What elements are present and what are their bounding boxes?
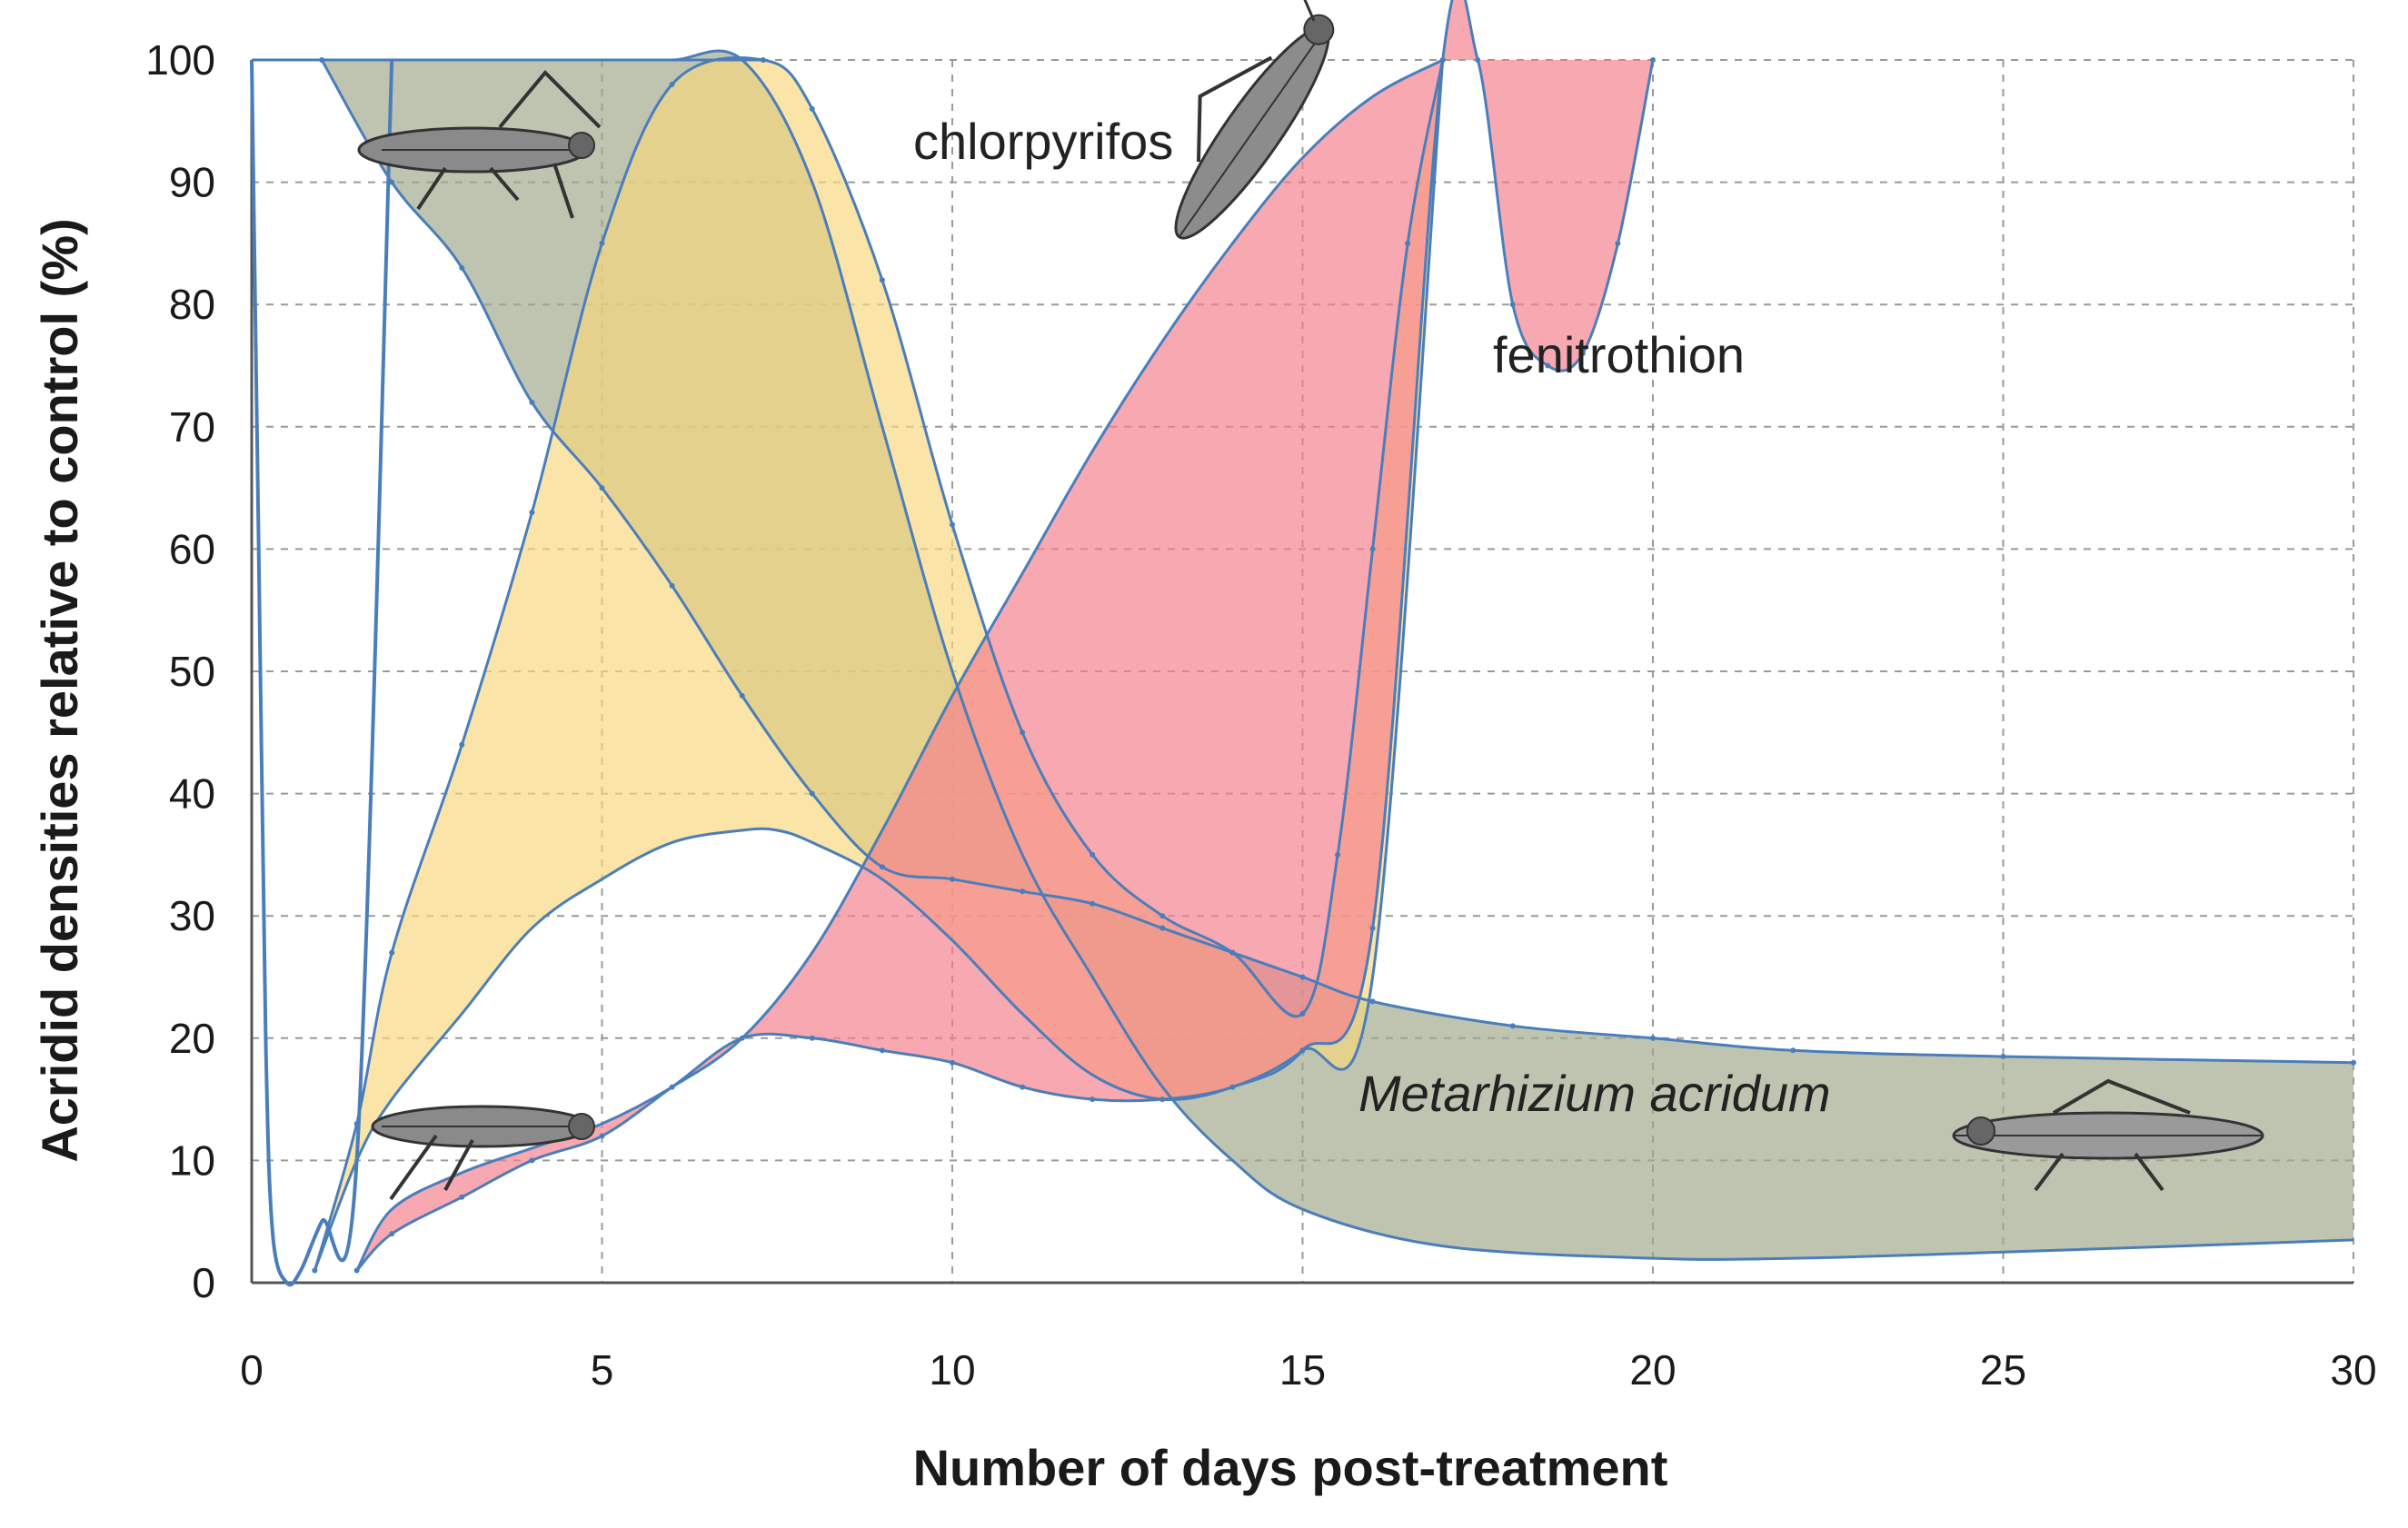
data-point [879,864,885,870]
y-tick-label: 90 [169,159,215,206]
data-point [1790,1047,1796,1054]
data-point [1335,851,1341,858]
data-point [1509,1023,1516,1029]
data-point [1369,925,1376,931]
series-upper-line-fenitrothion [355,0,1655,1272]
data-point [1159,925,1166,931]
data-point [1405,240,1411,246]
data-point [2000,1053,2006,1059]
data-point [950,1059,955,1066]
y-tick-label: 80 [169,281,215,328]
data-point [599,1133,605,1139]
data-point [950,876,955,882]
data-point [1369,546,1376,552]
data-point [1475,57,1481,63]
grasshopper-illustrations [357,0,2264,1201]
x-tick-label: 25 [1980,1346,2026,1394]
data-point [1090,1096,1096,1103]
series-label-fenitrothion: fenitrothion [1493,326,1745,383]
series-label-metarhizium: Metarhizium acridum [1358,1065,1831,1122]
data-point [1090,900,1096,907]
grasshopper-icon [1952,1078,2264,1192]
data-point [1229,949,1236,956]
data-point [669,582,675,589]
data-point [1090,851,1096,858]
y-tick-label: 0 [192,1259,215,1306]
data-point [809,790,815,797]
data-point [1020,729,1026,736]
data-point [1299,1010,1306,1017]
data-point [389,1231,395,1237]
grasshopper-icon [1174,0,1335,240]
x-tick-label: 30 [2330,1346,2376,1394]
data-point [1615,240,1621,246]
data-point [1229,1084,1236,1090]
series-upper-line-metarhizium [320,59,2354,1065]
data-point [459,741,465,748]
x-axis-title: Number of days post-treatment [913,1439,1668,1496]
x-tick-labels: 0 5 10 15 20 25 30 [240,1346,2376,1394]
data-point [1159,913,1166,919]
y-tick-label: 10 [169,1136,215,1184]
data-point [1020,888,1026,895]
data-point [739,1035,745,1041]
data-point [599,485,605,491]
data-point [529,510,535,516]
data-point [389,949,395,956]
data-point [529,399,535,405]
data-point [459,264,465,271]
data-point [1299,1047,1306,1054]
x-tick-label: 0 [240,1346,264,1394]
y-tick-label: 20 [169,1015,215,1062]
grasshopper-icon [371,1105,595,1201]
x-tick-label: 10 [929,1346,975,1394]
data-point [950,521,955,528]
data-point [1159,1096,1166,1103]
y-tick-label: 40 [169,770,215,818]
x-tick-label: 20 [1629,1346,1676,1394]
y-tick-label: 60 [169,525,215,572]
data-point [1369,998,1376,1005]
series-area-fenitrothion [356,0,1653,1271]
series-lower-line-chlorpyrifos [313,59,1445,1272]
y-axis-title: Acridid densities relative to control (%… [31,218,88,1162]
data-point [529,1157,535,1164]
y-tick-label: 50 [169,648,215,695]
data-point [1579,351,1586,357]
data-point [879,1047,885,1054]
y-tick-labels: 0 10 20 30 40 50 60 70 80 90 100 [145,36,215,1306]
data-point [669,81,675,87]
early-outline-line [250,59,394,1287]
data-point [1020,1084,1026,1090]
series-upper-line-chlorpyrifos [313,56,1445,1271]
data-point [879,277,885,283]
data-point [353,1267,360,1274]
x-tick-label: 15 [1279,1346,1326,1394]
y-tick-label: 30 [169,892,215,939]
data-point [1299,974,1306,980]
data-point [1545,362,1551,369]
series-label-chlorpyrifos: chlorpyrifos [913,113,1173,170]
data-point [389,179,395,185]
data-point [1650,57,1656,63]
y-tick-label: 70 [169,403,215,451]
data-point [809,1035,815,1041]
data-point [1650,1035,1656,1041]
grasshopper-icon [357,70,602,219]
series-outlines [250,0,2356,1287]
data-point [739,692,745,699]
data-point [459,1194,465,1200]
data-point [1439,57,1446,63]
series-areas [314,0,2353,1271]
data-point [809,105,815,112]
data-point [1509,302,1516,308]
data-point [669,1084,675,1090]
y-tick-label: 100 [145,36,215,84]
data-point [2351,1059,2356,1066]
data-point [599,240,605,246]
series-lower-line-fenitrothion [355,58,1444,1272]
x-tick-label: 5 [591,1346,614,1394]
data-point [312,1267,318,1274]
